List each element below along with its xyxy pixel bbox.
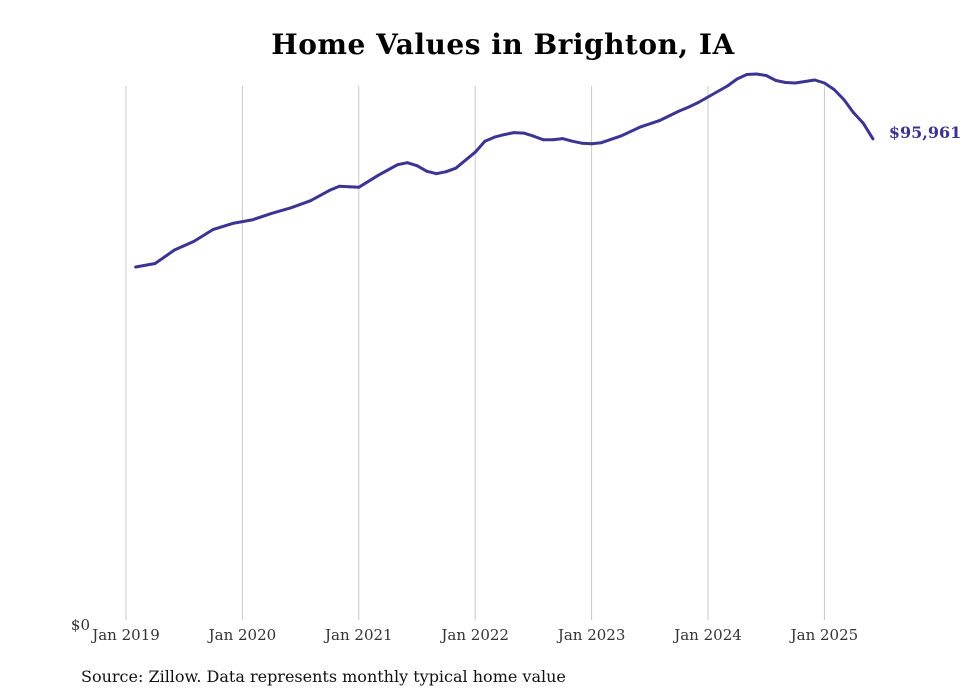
data-point xyxy=(444,170,448,174)
y-tick-label: $0 xyxy=(71,616,90,634)
data-point xyxy=(308,199,312,203)
data-point xyxy=(570,139,574,143)
data-point xyxy=(250,218,254,222)
axis-labels: Jan 2019 Jan 2020 Jan 2021 Jan 2022 Jan 2023… xyxy=(71,616,858,644)
data-point xyxy=(435,172,438,176)
x-tick-label: Jan 2025 xyxy=(789,626,859,644)
x-tick-label: Jan 2024 xyxy=(672,626,742,644)
data-point xyxy=(347,185,351,189)
data-point xyxy=(454,166,458,170)
data-point xyxy=(823,81,826,85)
data-point xyxy=(832,88,836,91)
source-note: Source: Zillow. Data represents monthly … xyxy=(81,667,566,686)
data-point xyxy=(231,222,235,225)
grid-lines xyxy=(125,86,825,620)
data-point xyxy=(658,119,661,122)
data-point xyxy=(270,212,273,215)
series-line xyxy=(134,72,875,269)
data-point xyxy=(638,125,642,129)
series-layer xyxy=(134,72,875,269)
data-point xyxy=(580,141,584,145)
data-point xyxy=(396,163,399,167)
data-point xyxy=(134,265,138,269)
x-tick-label: Jan 2022 xyxy=(439,626,509,644)
data-point xyxy=(842,98,846,101)
data-point xyxy=(784,81,787,84)
x-tick-label: Jan 2019 xyxy=(90,626,160,644)
data-point xyxy=(473,150,477,154)
data-point xyxy=(328,188,332,192)
x-tick-label: Jan 2023 xyxy=(556,626,626,644)
data-point xyxy=(415,164,419,168)
data-point xyxy=(793,81,797,85)
data-point xyxy=(706,95,710,99)
data-point xyxy=(192,240,196,243)
data-point xyxy=(289,206,293,210)
data-point xyxy=(522,131,526,135)
data-point xyxy=(502,133,506,137)
end-value-label: $95,961 xyxy=(889,123,961,142)
data-point xyxy=(357,185,361,189)
data-point xyxy=(755,72,758,76)
end-label-layer: $95,961 xyxy=(889,123,961,142)
data-point xyxy=(619,134,623,138)
data-point xyxy=(677,109,681,113)
data-point xyxy=(764,74,768,77)
data-point xyxy=(551,138,555,142)
data-point xyxy=(493,135,496,139)
data-point xyxy=(405,161,409,165)
data-point xyxy=(871,137,875,141)
x-tick-label: Jan 2020 xyxy=(207,626,277,644)
data-point xyxy=(561,137,564,141)
data-point xyxy=(532,134,535,138)
chart-title: Home Values in Brighton, IA xyxy=(271,28,735,61)
data-point xyxy=(376,173,380,177)
data-point xyxy=(813,78,817,82)
data-point xyxy=(590,142,593,146)
data-point xyxy=(852,111,855,114)
data-point xyxy=(211,228,215,231)
data-point xyxy=(541,138,545,142)
data-point xyxy=(425,169,429,173)
data-point xyxy=(173,248,176,252)
data-point xyxy=(803,80,807,83)
data-point xyxy=(599,141,603,145)
data-point xyxy=(735,77,739,81)
data-point xyxy=(338,184,341,188)
data-point xyxy=(687,105,690,109)
data-point xyxy=(745,73,749,76)
data-point xyxy=(774,79,778,82)
data-point xyxy=(153,262,157,265)
data-point xyxy=(861,121,865,125)
x-tick-label: Jan 2021 xyxy=(323,626,393,644)
data-point xyxy=(726,84,729,88)
data-point xyxy=(483,139,487,143)
data-point xyxy=(512,131,516,135)
data-point xyxy=(696,101,700,104)
